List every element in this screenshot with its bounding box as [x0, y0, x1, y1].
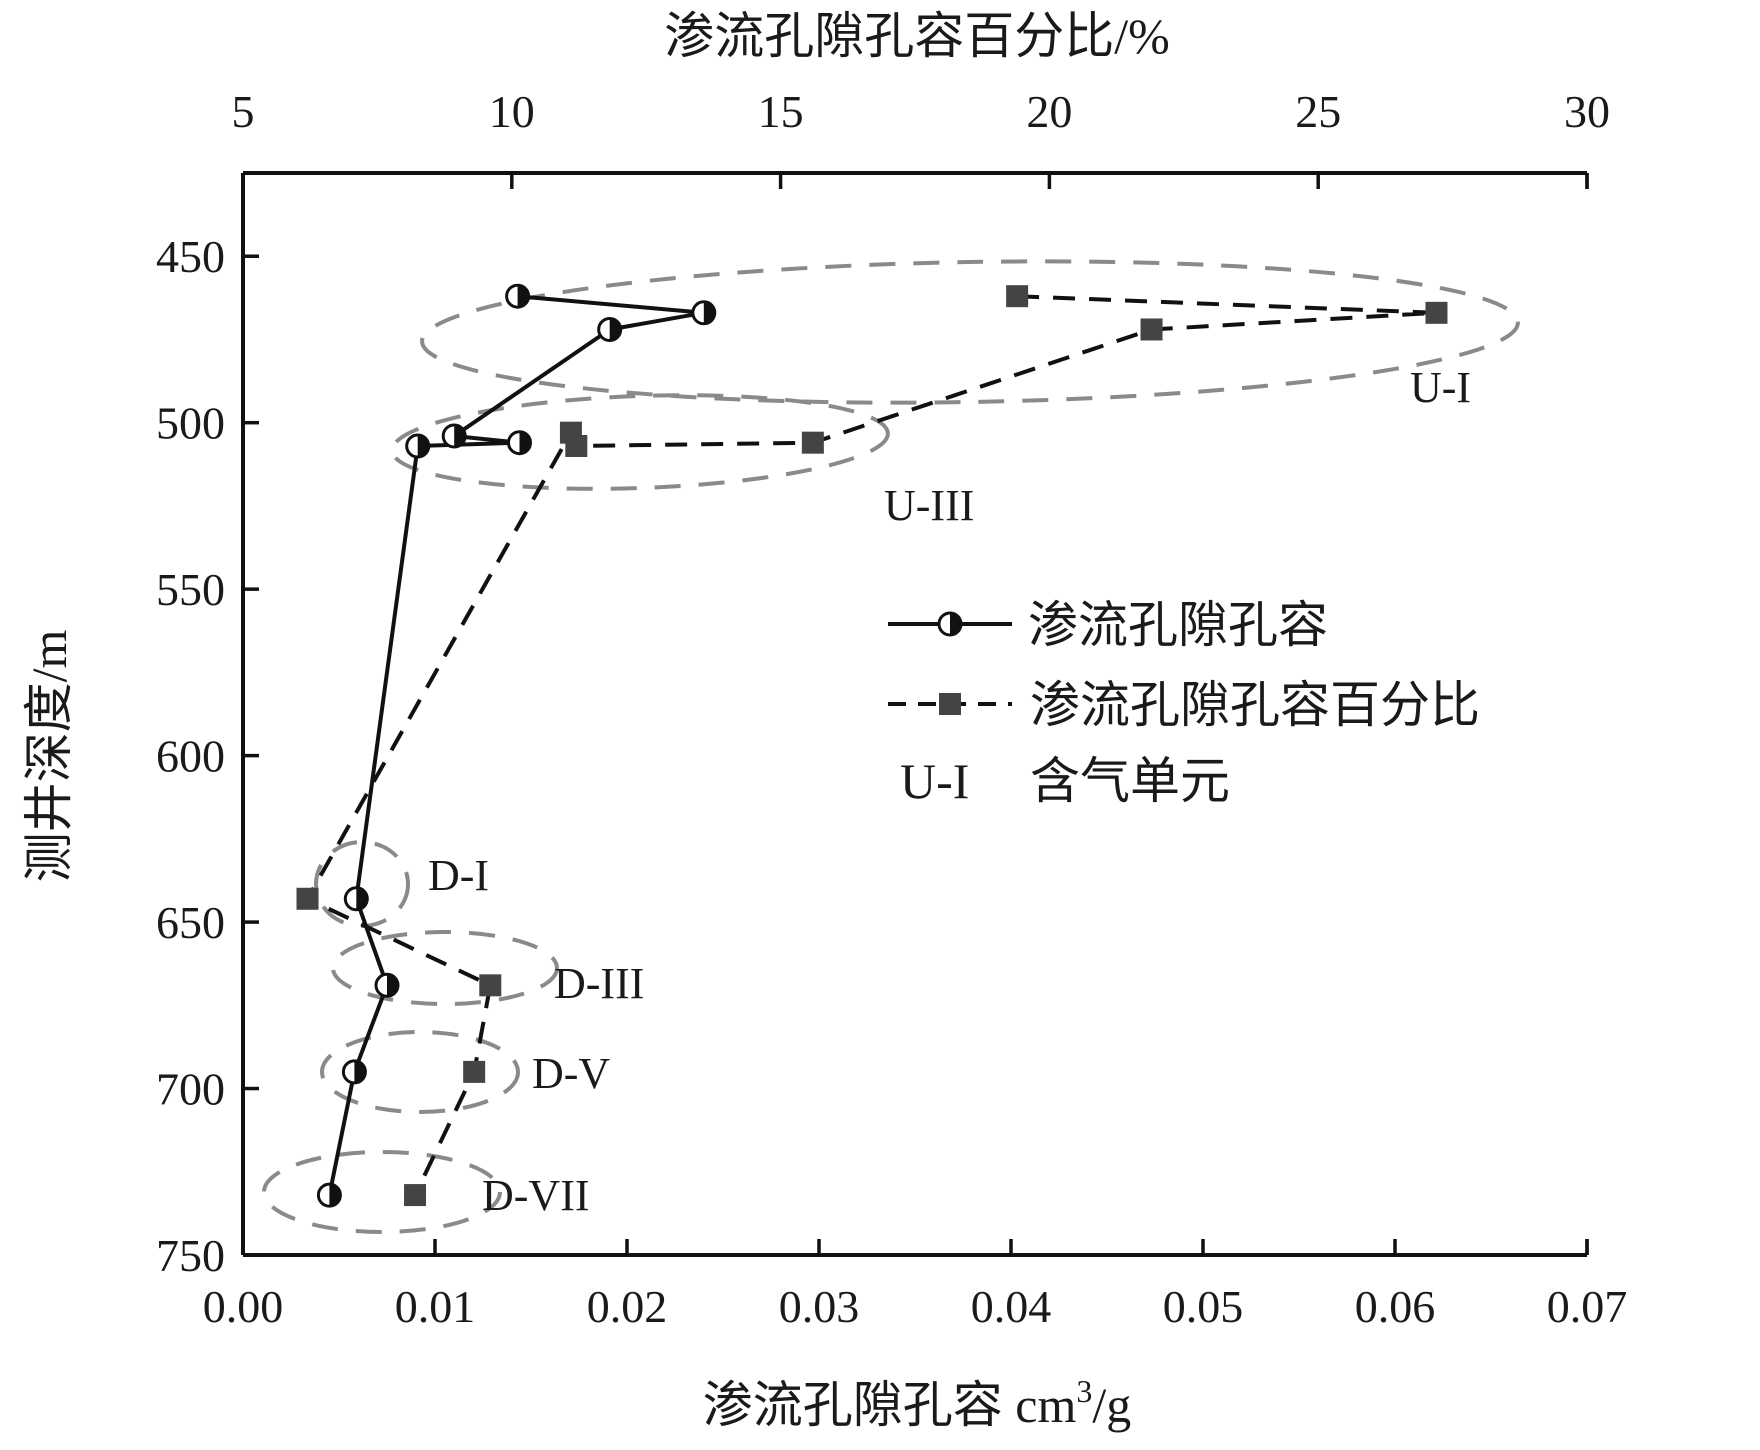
series-markers	[296, 283, 1448, 1208]
group-label-d-iii: D-III	[554, 959, 644, 1008]
data-point-volume	[441, 423, 467, 449]
data-point-volume-fill	[519, 431, 531, 454]
x-top-tick-label: 10	[489, 86, 535, 137]
y-tick-label: 650	[156, 897, 225, 948]
bottom-axis-title-main: 渗流孔隙孔容 cm	[703, 1377, 1077, 1433]
data-point-percent	[296, 887, 319, 910]
data-point-volume	[505, 283, 531, 309]
series-line-percent	[305, 294, 1439, 1196]
data-point-volume	[374, 972, 400, 998]
group-labels: U-I U-III D-I D-III D-V D-VII	[428, 363, 1471, 1220]
data-point-volume	[316, 1182, 342, 1208]
legend-marker-half-circle	[937, 611, 963, 637]
data-point-volume-fill	[609, 318, 621, 341]
data-point-volume-fill	[517, 285, 529, 308]
group-label-d-i: D-I	[428, 851, 489, 900]
data-point-percent	[404, 1184, 427, 1207]
y-tick-label: 450	[156, 231, 225, 282]
data-point-volume	[405, 433, 431, 459]
legend-label-gas-unit: 含气单元	[1030, 753, 1230, 809]
data-point-percent	[801, 431, 824, 454]
x-bottom-tick-label: 0.02	[587, 1281, 668, 1332]
bottom-axis-title: 渗流孔隙孔容 cm3/g	[703, 1373, 1132, 1433]
data-point-percent	[463, 1060, 486, 1083]
x-bottom-tick-label: 0.01	[395, 1281, 476, 1332]
data-point-volume	[597, 317, 623, 342]
y-axis-title: 测井深度/m	[21, 630, 77, 883]
data-point-volume-fill	[417, 435, 429, 457]
data-point-percent	[1006, 285, 1029, 308]
legend-symbol-ui: U-I	[900, 753, 969, 809]
group-label-d-v: D-V	[532, 1049, 610, 1098]
x-bottom-tick-label: 0.03	[779, 1281, 860, 1332]
data-point-percent	[1140, 318, 1163, 341]
x-bottom-tick-label: 0.05	[1163, 1281, 1244, 1332]
series-line-volume	[327, 294, 706, 1196]
y-tick-label: 700	[156, 1064, 225, 1115]
bottom-axis-title-sup: 3	[1076, 1373, 1092, 1409]
data-point-volume-fill	[387, 974, 398, 997]
x-bottom-tick-label: 0.06	[1355, 1281, 1436, 1332]
y-tick-label: 550	[156, 564, 225, 615]
group-outline-d-v	[320, 1030, 520, 1114]
bottom-axis-title-tail: /g	[1092, 1377, 1131, 1433]
y-tick-label: 600	[156, 731, 225, 782]
x-top-tick-label: 25	[1295, 86, 1341, 137]
x-bottom-tick-label: 0.07	[1547, 1281, 1628, 1332]
group-label-u-i: U-I	[1410, 363, 1471, 412]
group-outline-u-i	[420, 259, 1520, 405]
group-outline-u-iii	[390, 393, 890, 491]
data-point-percent	[1425, 301, 1448, 324]
data-point-volume	[507, 430, 532, 456]
group-outline-d-iii	[331, 930, 559, 1006]
data-point-volume	[341, 1059, 367, 1085]
x-top-tick-label: 20	[1026, 86, 1072, 137]
series-lines	[305, 294, 1439, 1196]
data-point-volume-fill	[454, 425, 466, 447]
x-top-tick-label: 5	[232, 86, 255, 137]
top-axis-title: 渗流孔隙孔容百分比/%	[664, 8, 1170, 64]
x-top-tick-label: 15	[758, 86, 804, 137]
data-point-percent	[479, 974, 502, 997]
x-top-tick-label: 30	[1564, 86, 1610, 137]
data-point-volume-fill	[329, 1184, 341, 1207]
legend-label-percent: 渗流孔隙孔容百分比	[1030, 677, 1480, 733]
data-point-volume-fill	[703, 301, 715, 324]
legend-marker-square	[939, 693, 961, 715]
legend: 渗流孔隙孔容 渗流孔隙孔容百分比 U-I 含气单元	[888, 597, 1480, 809]
group-label-d-vii: D-VII	[482, 1171, 590, 1220]
y-tick-label: 500	[156, 398, 225, 449]
data-point-volume	[343, 886, 369, 912]
data-point-volume-fill	[356, 887, 368, 910]
data-point-volume	[691, 300, 717, 326]
data-point-volume-fill	[354, 1060, 366, 1083]
axes: 0.00 0.01 0.02 0.03 0.04 0.05 0.06 0.07 5 10 15 20 2…	[156, 86, 1627, 1332]
x-bottom-tick-label: 0.04	[971, 1281, 1052, 1332]
data-point-percent	[559, 421, 582, 444]
y-tick-label: 750	[156, 1230, 225, 1281]
group-label-u-iii: U-III	[884, 481, 974, 530]
group-outline-d-vii	[262, 1150, 502, 1234]
group-outlines	[262, 259, 1520, 1234]
legend-label-volume: 渗流孔隙孔容	[1028, 597, 1328, 653]
x-bottom-tick-label: 0.00	[203, 1281, 284, 1332]
